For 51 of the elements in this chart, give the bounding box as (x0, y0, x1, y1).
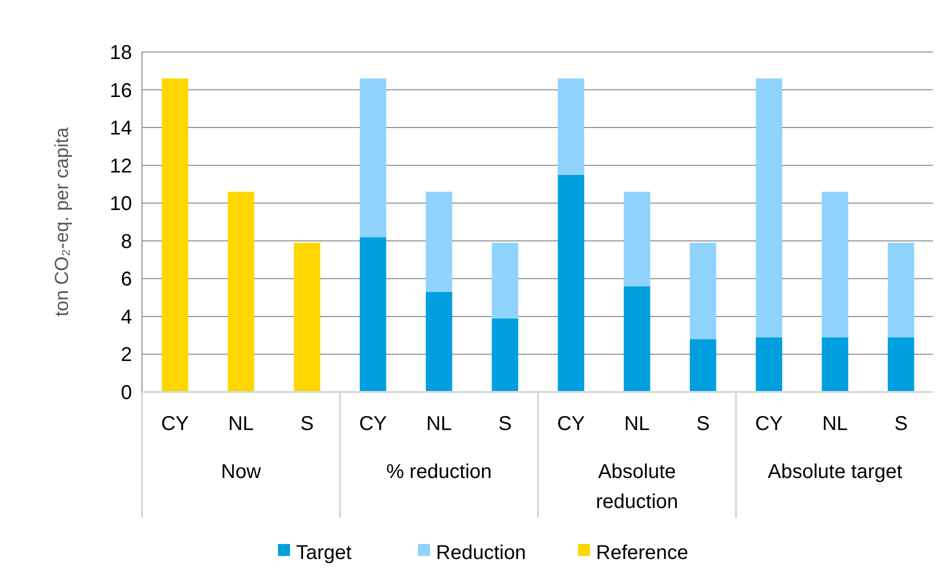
text: % reduction (386, 461, 492, 483)
x-tick-label: S (498, 413, 512, 435)
y-tick-label: 4 (120, 306, 132, 328)
bar (162, 78, 188, 392)
y-tick-label: 16 (110, 80, 132, 102)
x-tick-label: S (300, 413, 314, 435)
x-tick-label: CY (359, 413, 387, 435)
bar (492, 318, 518, 392)
x-tick-label: CY (755, 413, 783, 435)
legend-label: Reduction (436, 542, 526, 564)
legend-label: Target (296, 542, 352, 564)
bar (756, 337, 782, 392)
bar (426, 292, 452, 392)
bar (360, 78, 386, 238)
bar (228, 192, 254, 392)
bar (822, 192, 848, 338)
y-tick-label: 10 (110, 193, 132, 216)
x-tick-label: S (894, 413, 908, 435)
bar (360, 237, 386, 392)
bar (888, 242, 914, 338)
x-tick-label: NL (822, 413, 848, 435)
x-tick-label: NL (228, 413, 254, 435)
y-tick-label: 2 (120, 344, 132, 366)
y-tick-label: 12 (110, 155, 132, 178)
bar (690, 339, 716, 392)
bar (888, 337, 914, 392)
y-tick-label: 14 (110, 118, 132, 140)
bar (822, 337, 848, 392)
bar (756, 78, 782, 338)
x-tick-label: NL (426, 413, 452, 435)
bar (690, 242, 716, 340)
x-tick-label: S (696, 413, 710, 435)
x-tick-label: CY (557, 413, 585, 435)
bar (426, 192, 452, 292)
y-tick-label: 6 (120, 268, 132, 291)
text: Absolute target (768, 461, 903, 483)
bar (624, 286, 650, 392)
legend-label: Reference (596, 542, 688, 564)
y-tick-label: 18 (110, 42, 132, 64)
text: Now (220, 461, 262, 483)
bar (624, 192, 650, 286)
y-tick-label: 8 (120, 230, 132, 253)
y-axis-title: ton CO₂-eq. per capita (52, 127, 73, 317)
bar (294, 242, 320, 392)
text: Absolute reduction (596, 461, 678, 513)
x-tick-label: NL (624, 413, 650, 435)
bar (492, 242, 518, 318)
bar (558, 78, 584, 175)
y-tick-label: 0 (120, 382, 132, 404)
bar (558, 174, 584, 392)
x-tick-label: CY (161, 413, 189, 435)
